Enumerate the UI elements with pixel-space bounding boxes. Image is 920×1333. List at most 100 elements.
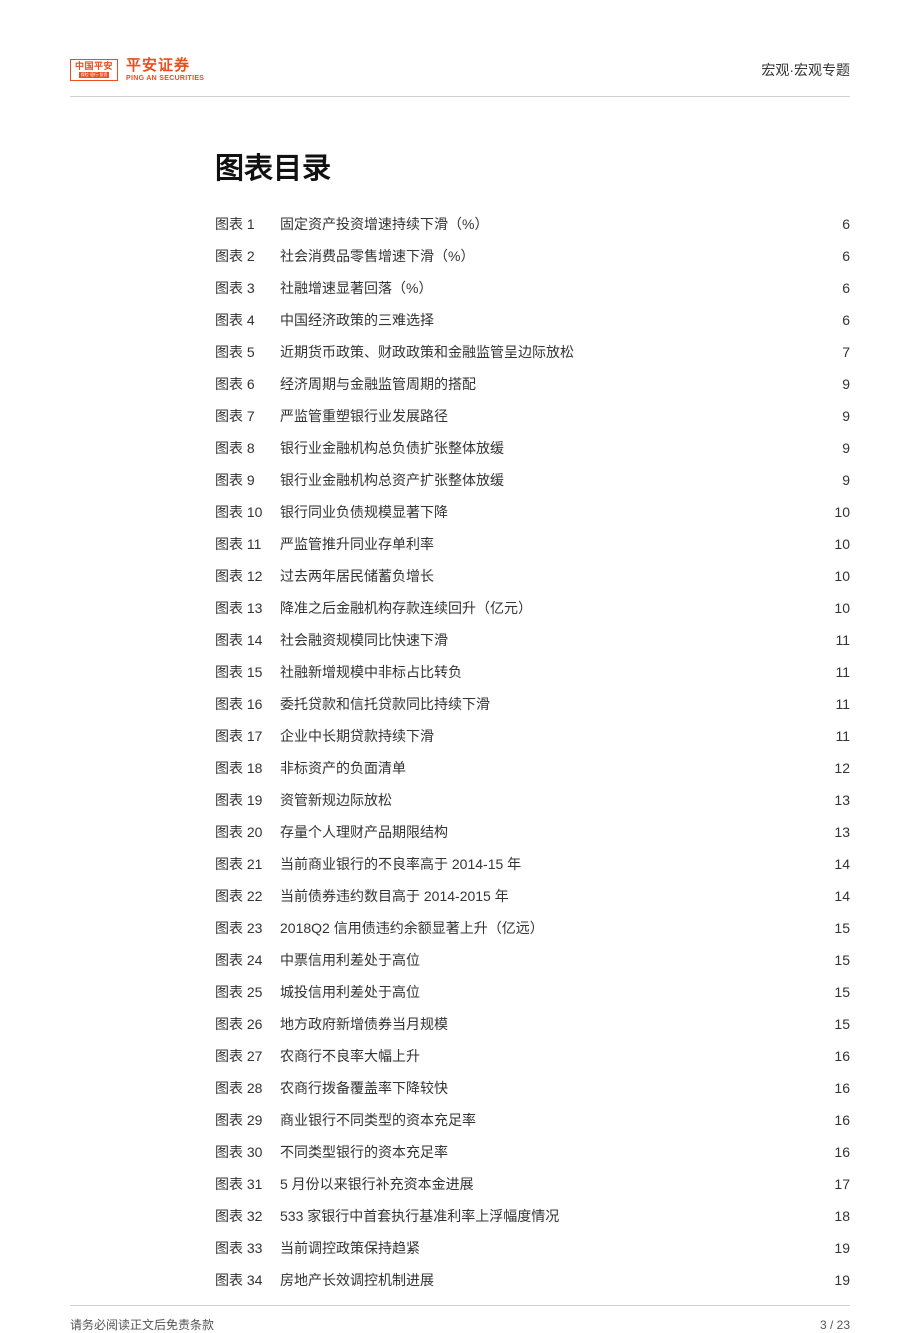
- toc-item: 图表 21当前商业银行的不良率高于 2014-15 年 14: [215, 857, 850, 871]
- toc-item: 图表 315 月份以来银行补充资本金进展 17: [215, 1177, 850, 1191]
- toc-item-title: 严监管重塑银行业发展路径: [280, 409, 448, 423]
- toc-item: 图表 18非标资产的负面清单 12: [215, 761, 850, 775]
- toc-item-label: 图表 34: [215, 1273, 280, 1287]
- toc-item: 图表 34房地产长效调控机制进展 19: [215, 1273, 850, 1287]
- toc-item-title: 农商行拨备覆盖率下降较快: [280, 1081, 448, 1095]
- toc-item: 图表 17企业中长期贷款持续下滑 11: [215, 729, 850, 743]
- toc-item-title: 银行业金融机构总资产扩张整体放缓: [280, 473, 504, 487]
- toc-item: 图表 14社会融资规模同比快速下滑 11: [215, 633, 850, 647]
- toc-item: 图表 232018Q2 信用债违约余额显著上升（亿远） 15: [215, 921, 850, 935]
- toc-list: 图表 1固定资产投资增速持续下滑（%） 6图表 2社会消费品零售增速下滑（%） …: [215, 217, 850, 1287]
- content: 图表目录 图表 1固定资产投资增速持续下滑（%） 6 图表 2社会消费品零售增速下…: [70, 97, 850, 1305]
- toc-item-page: 15: [834, 953, 850, 967]
- toc-item-page: 16: [834, 1049, 850, 1063]
- toc-item-page: 10: [834, 569, 850, 583]
- toc-item-title: 近期货币政策、财政政策和金融监管呈边际放松: [280, 345, 574, 359]
- toc-item-page: 15: [834, 921, 850, 935]
- toc-item-label: 图表 15: [215, 665, 280, 679]
- brand-wordmark-en: PING AN SECURITIES: [126, 75, 204, 82]
- toc-item: 图表 6经济周期与金融监管周期的搭配 9: [215, 377, 850, 391]
- toc-item-label: 图表 20: [215, 825, 280, 839]
- page-footer: 请务必阅读正文后免责条款 3 / 23: [70, 1305, 850, 1333]
- toc-item: 图表 29商业银行不同类型的资本充足率 16: [215, 1113, 850, 1127]
- toc-item: 图表 19资管新规边际放松 13: [215, 793, 850, 807]
- brand-wordmark: 平安证券 PING AN SECURITIES: [126, 58, 204, 82]
- toc-item-page: 16: [834, 1081, 850, 1095]
- toc-item: 图表 32533 家银行中首套执行基准利率上浮幅度情况 18: [215, 1209, 850, 1223]
- toc-item-page: 10: [834, 505, 850, 519]
- toc-item: 图表 5近期货币政策、财政政策和金融监管呈边际放松 7: [215, 345, 850, 359]
- toc-item-page: 6: [842, 313, 850, 327]
- toc-item-label: 图表 31: [215, 1177, 280, 1191]
- toc-item-label: 图表 25: [215, 985, 280, 999]
- toc-item: 图表 11严监管推升同业存单利率 10: [215, 537, 850, 551]
- toc-item: 图表 24中票信用利差处于高位 15: [215, 953, 850, 967]
- toc-item: 图表 3社融增速显著回落（%） 6: [215, 281, 850, 295]
- toc-item-label: 图表 13: [215, 601, 280, 615]
- footer-disclaimer: 请务必阅读正文后免责条款: [70, 1316, 820, 1333]
- toc-item-page: 14: [834, 889, 850, 903]
- toc-item-label: 图表 28: [215, 1081, 280, 1095]
- brand-wordmark-cn: 平安证券: [126, 58, 204, 73]
- toc-item-page: 17: [834, 1177, 850, 1191]
- document-type: 宏观·宏观专题: [761, 60, 850, 80]
- toc-item: 图表 25城投信用利差处于高位 15: [215, 985, 850, 999]
- toc-item-title: 社会融资规模同比快速下滑: [280, 633, 448, 647]
- toc-item-page: 13: [834, 793, 850, 807]
- toc-item-label: 图表 21: [215, 857, 280, 871]
- toc-item-title: 地方政府新增债券当月规模: [280, 1017, 448, 1031]
- toc-item-page: 13: [834, 825, 850, 839]
- page-header: 中国平安 保险·银行·投资 平安证券 PING AN SECURITIES 宏观…: [70, 58, 850, 97]
- toc-item-page: 6: [842, 217, 850, 231]
- toc-item-title: 社融新增规模中非标占比转负: [280, 665, 462, 679]
- toc-item-title: 企业中长期贷款持续下滑: [280, 729, 434, 743]
- toc-item-page: 7: [842, 345, 850, 359]
- toc-item-label: 图表 2: [215, 249, 280, 263]
- toc-item-label: 图表 24: [215, 953, 280, 967]
- toc-item-label: 图表 17: [215, 729, 280, 743]
- toc-item-title: 2018Q2 信用债违约余额显著上升（亿远）: [280, 921, 544, 935]
- toc-item-label: 图表 12: [215, 569, 280, 583]
- toc-item-title: 非标资产的负面清单: [280, 761, 406, 775]
- toc-item-title: 资管新规边际放松: [280, 793, 392, 807]
- toc-item-page: 10: [834, 537, 850, 551]
- toc-item-label: 图表 9: [215, 473, 280, 487]
- toc-item-label: 图表 16: [215, 697, 280, 711]
- toc-item-title: 银行同业负债规模显著下降: [280, 505, 448, 519]
- toc-item-title: 严监管推升同业存单利率: [280, 537, 434, 551]
- toc-item-label: 图表 4: [215, 313, 280, 327]
- toc-item: 图表 9银行业金融机构总资产扩张整体放缓 9: [215, 473, 850, 487]
- toc-item-label: 图表 19: [215, 793, 280, 807]
- toc-item: 图表 7严监管重塑银行业发展路径 9: [215, 409, 850, 423]
- toc-item-page: 11: [835, 697, 850, 711]
- toc-item-label: 图表 18: [215, 761, 280, 775]
- toc-item-label: 图表 8: [215, 441, 280, 455]
- toc-item-page: 9: [842, 473, 850, 487]
- toc-item-page: 18: [834, 1209, 850, 1223]
- toc-item-page: 12: [834, 761, 850, 775]
- toc-item-label: 图表 10: [215, 505, 280, 519]
- toc-item: 图表 12过去两年居民储蓄负增长 10: [215, 569, 850, 583]
- toc-item: 图表 22当前债券违约数目高于 2014-2015 年 14: [215, 889, 850, 903]
- toc-item-page: 14: [834, 857, 850, 871]
- toc-item-page: 11: [835, 665, 850, 679]
- page-title: 图表目录: [215, 145, 850, 187]
- toc-item-title: 不同类型银行的资本充足率: [280, 1145, 448, 1159]
- toc-item-title: 城投信用利差处于高位: [280, 985, 420, 999]
- toc-item-title: 社会消费品零售增速下滑（%）: [280, 249, 474, 263]
- toc-item-page: 11: [835, 633, 850, 647]
- toc-item-page: 6: [842, 281, 850, 295]
- toc-item-title: 银行业金融机构总负债扩张整体放缓: [280, 441, 504, 455]
- toc-item-label: 图表 23: [215, 921, 280, 935]
- toc-item-title: 社融增速显著回落（%）: [280, 281, 432, 295]
- toc-item-label: 图表 30: [215, 1145, 280, 1159]
- toc-item-label: 图表 11: [215, 537, 280, 551]
- toc-item: 图表 15社融新增规模中非标占比转负 11: [215, 665, 850, 679]
- toc-item: 图表 27农商行不良率大幅上升 16: [215, 1049, 850, 1063]
- toc-item: 图表 20存量个人理财产品期限结构 13: [215, 825, 850, 839]
- toc-item-label: 图表 14: [215, 633, 280, 647]
- page: 中国平安 保险·银行·投资 平安证券 PING AN SECURITIES 宏观…: [0, 0, 920, 1302]
- toc-item-page: 19: [834, 1273, 850, 1287]
- footer-page-number: 3 / 23: [820, 1318, 850, 1332]
- toc-item: 图表 1固定资产投资增速持续下滑（%） 6: [215, 217, 850, 231]
